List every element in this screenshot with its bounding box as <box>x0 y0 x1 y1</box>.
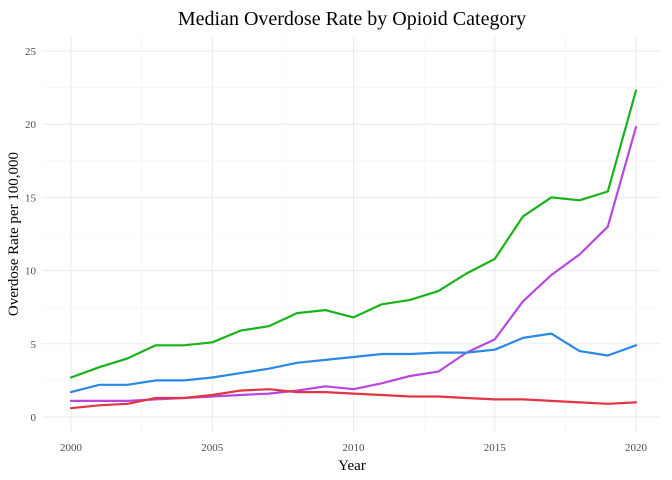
series-lines <box>69 89 638 410</box>
x-tick-label: 2020 <box>625 442 648 454</box>
y-tick-label: 0 <box>31 412 37 424</box>
y-tick-label: 10 <box>25 266 37 278</box>
x-tick-label: 2000 <box>60 442 83 454</box>
series-line-4 <box>69 388 638 410</box>
chart-title: Median Overdose Rate by Opioid Category <box>178 8 526 30</box>
series-line-3 <box>69 332 638 394</box>
x-axis-ticks: 2000 2005 2010 2015 2020 <box>60 442 648 454</box>
series-line-1 <box>69 89 638 379</box>
y-tick-label: 15 <box>25 192 37 204</box>
x-tick-label: 2010 <box>343 442 366 454</box>
y-tick-label: 25 <box>25 46 37 58</box>
x-tick-label: 2015 <box>484 442 507 454</box>
x-tick-label: 2005 <box>201 442 224 454</box>
grid <box>42 36 660 432</box>
y-axis-title: Overdose Rate per 100,000 <box>6 152 22 316</box>
y-tick-label: 20 <box>25 119 37 131</box>
y-axis-ticks: 0 5 10 15 20 25 <box>25 46 37 424</box>
x-axis-title: Year <box>338 458 366 474</box>
y-tick-label: 5 <box>31 339 37 351</box>
